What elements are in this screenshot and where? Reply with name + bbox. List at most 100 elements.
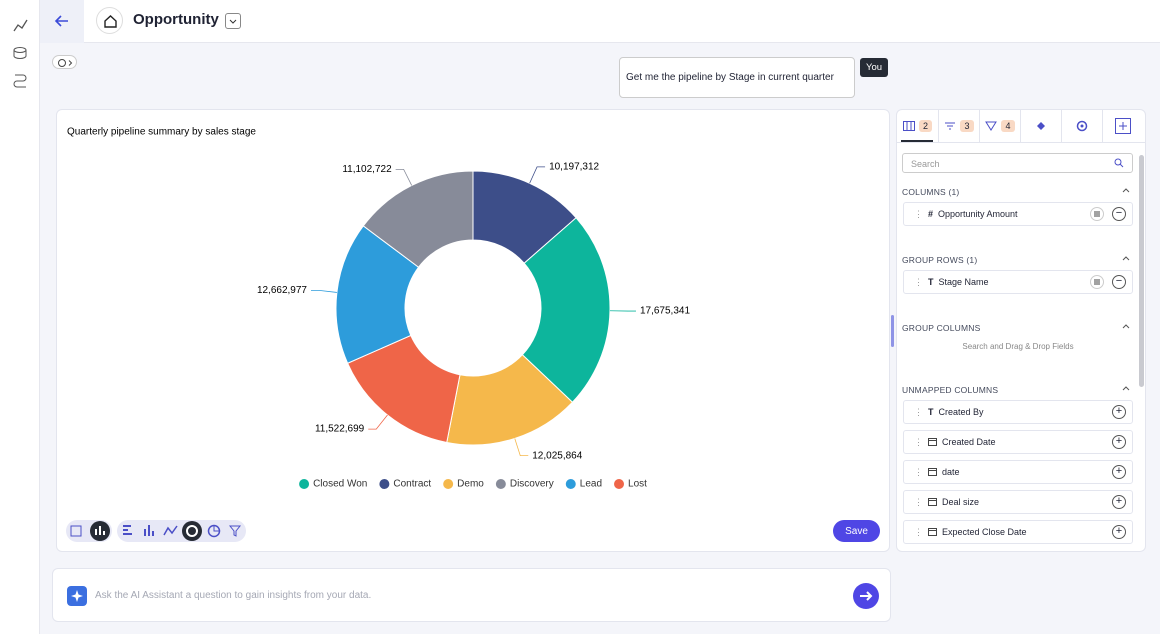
field-type-icon: [928, 497, 937, 508]
resize-handle[interactable]: [891, 315, 894, 347]
field-type-icon: T: [928, 407, 934, 417]
chart-card: Quarterly pipeline summary by sales stag…: [56, 109, 890, 552]
field-name: Opportunity Amount: [938, 209, 1018, 219]
donut-type[interactable]: [182, 521, 202, 541]
history-button[interactable]: [52, 55, 77, 69]
hbar-type[interactable]: [123, 525, 132, 535]
legend-swatch: [565, 479, 576, 489]
funnel-type[interactable]: [228, 525, 242, 537]
add-field[interactable]: +: [1112, 435, 1126, 449]
collapse-icon: [1121, 383, 1131, 396]
filter-tab[interactable]: 3: [938, 110, 979, 142]
drag-handle[interactable]: ⋮: [914, 276, 923, 287]
field-row[interactable]: ⋮ # Opportunity Amount −: [903, 202, 1133, 226]
value-label: 11,102,722: [342, 164, 392, 175]
donut-slice: [521, 217, 611, 403]
section-title: COLUMNS (1): [902, 187, 960, 197]
legend-label: Contract: [393, 479, 431, 490]
legend-swatch: [495, 479, 506, 489]
field-name: date: [942, 467, 960, 477]
field-options[interactable]: [1090, 207, 1104, 221]
columns-tab[interactable]: 2: [897, 110, 938, 142]
search-placeholder: Search: [911, 159, 940, 169]
field-name: Deal size: [942, 497, 980, 507]
field-panel: 2 3 4 Search COLUMNS (1) ⋮ # Opportunity Am…: [896, 109, 1146, 552]
ai-tab[interactable]: [1102, 110, 1143, 142]
tab-count: 2: [918, 120, 932, 132]
field-row[interactable]: ⋮ T Stage Name −: [903, 270, 1133, 294]
drag-handle[interactable]: ⋮: [914, 208, 923, 219]
donut-slice: [362, 170, 474, 268]
analytics-icon[interactable]: [13, 19, 28, 32]
field-name: Expected Close Date: [942, 527, 1027, 537]
section-hint: Search and Drag & Drop Fields: [962, 342, 1074, 351]
field-name: Created Date: [942, 437, 996, 447]
table-view[interactable]: [70, 525, 82, 537]
funnel-tab[interactable]: 4: [979, 110, 1020, 142]
data-icon[interactable]: [13, 47, 27, 53]
panel-tabs: 2 3 4: [897, 110, 1145, 143]
flow-icon[interactable]: [13, 74, 27, 88]
chart: Quarterly pipeline summary by sales stag…: [66, 127, 880, 542]
field-row[interactable]: ⋮ date +: [903, 460, 1133, 484]
section-title: GROUP COLUMNS: [902, 323, 981, 333]
vbar-type[interactable]: [144, 525, 154, 536]
field-row[interactable]: ⋮ Deal size +: [903, 490, 1133, 514]
chat-message: Get me the pipeline by Stage in current …: [619, 57, 855, 98]
value-label: 11,522,699: [315, 424, 365, 435]
header: Opportunity: [40, 0, 1160, 43]
save-button[interactable]: [833, 520, 880, 542]
field-type-icon: [928, 437, 937, 448]
assistant-placeholder: Ask the AI Assistant a question to gain …: [95, 590, 372, 601]
field-name: Stage Name: [938, 277, 989, 287]
field-row[interactable]: ⋮ Expected Close Date +: [903, 520, 1133, 544]
collapse-icon: [1121, 253, 1131, 266]
search-box[interactable]: Search: [902, 153, 1133, 173]
send-button[interactable]: [853, 583, 879, 609]
remove-field[interactable]: −: [1112, 207, 1126, 221]
legend-swatch: [379, 479, 390, 489]
collapse-icon: [1121, 321, 1131, 334]
add-field[interactable]: +: [1112, 405, 1126, 419]
panel-sections: COLUMNS (1) ⋮ # Opportunity Amount − GROUP RO…: [897, 110, 1139, 551]
remove-field[interactable]: −: [1112, 275, 1126, 289]
leader-line: [311, 289, 337, 293]
scrollbar[interactable]: [1139, 155, 1144, 387]
donut-slice: [446, 354, 574, 446]
sidebar-icons: [13, 19, 28, 88]
drag-handle[interactable]: ⋮: [914, 436, 923, 447]
drag-handle[interactable]: ⋮: [914, 526, 923, 537]
field-row[interactable]: ⋮ T Created By +: [903, 400, 1133, 424]
style-tab[interactable]: [1020, 110, 1061, 142]
settings-tab[interactable]: [1061, 110, 1102, 142]
chart-title: Quarterly pipeline summary by sales stag…: [67, 127, 256, 138]
drag-handle[interactable]: ⋮: [914, 466, 923, 477]
field-type-icon: [928, 467, 937, 478]
add-field[interactable]: +: [1112, 465, 1126, 479]
line-type[interactable]: [163, 525, 178, 536]
title-dropdown[interactable]: [225, 13, 241, 29]
assistant-input[interactable]: Ask the AI Assistant a question to gain …: [52, 568, 891, 622]
add-field[interactable]: +: [1112, 495, 1126, 509]
value-label: 10,197,312: [549, 161, 599, 172]
tab-count: 3: [960, 120, 974, 132]
save-label: Save: [845, 526, 868, 537]
legend-swatch: [614, 479, 625, 489]
legend-label: Demo: [457, 479, 484, 490]
field-row[interactable]: ⋮ Created Date +: [903, 430, 1133, 454]
drag-handle[interactable]: ⋮: [914, 496, 923, 507]
field-type-icon: [928, 527, 937, 538]
drag-handle[interactable]: ⋮: [914, 406, 923, 417]
back-button[interactable]: [40, 0, 84, 43]
value-label: 12,025,864: [532, 450, 582, 461]
home-button[interactable]: [96, 7, 123, 34]
collapse-icon: [1121, 185, 1131, 198]
field-name: Created By: [938, 407, 984, 417]
add-field[interactable]: +: [1112, 525, 1126, 539]
leader-line: [395, 168, 413, 186]
legend-swatch: [443, 479, 454, 489]
field-options[interactable]: [1090, 275, 1104, 289]
field-type-icon: #: [928, 209, 934, 219]
tab-count: 4: [1001, 120, 1015, 132]
